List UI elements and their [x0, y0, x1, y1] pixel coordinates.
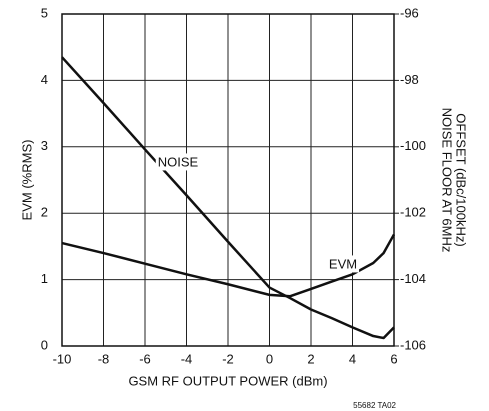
- line: [61, 233, 396, 298]
- y-tick-label: 0: [41, 337, 48, 352]
- annotation: NOISE: [158, 154, 199, 169]
- x-tick-label: 6: [390, 351, 397, 366]
- x-axis-label: GSM RF OUTPUT POWER (dBm): [128, 373, 327, 388]
- annotation-bg: [155, 153, 201, 171]
- y-axis-label: EVM (%RMS): [19, 140, 34, 221]
- y2-tick-label: -106: [400, 337, 426, 352]
- y2-axis-label: NOISE FLOOR AT 6MHz: [440, 108, 455, 253]
- x-tick-label: -4: [181, 351, 193, 366]
- x-tick-label: 4: [349, 351, 356, 366]
- x-tick-label: -8: [98, 351, 110, 366]
- y-tick-label: 2: [41, 205, 48, 220]
- y2-axis-label: OFFSET (dBc/100kHz): [454, 113, 469, 246]
- x-tick-label: -6: [139, 351, 151, 366]
- x-tick-label: 2: [307, 351, 314, 366]
- y-tick-label: 5: [41, 5, 48, 20]
- plot-frame: [61, 13, 395, 347]
- y2-tick-label: -100: [400, 138, 426, 153]
- y2-tick-label: -104: [400, 271, 426, 286]
- y-tick-label: 1: [41, 271, 48, 286]
- footnote: 55682 TA02: [353, 401, 396, 410]
- x-tick-label: -2: [222, 351, 234, 366]
- annotation-bg: [326, 255, 360, 273]
- x-tick-label: -10: [53, 351, 72, 366]
- annotation: EVM: [329, 256, 357, 271]
- y-tick-label: 3: [41, 138, 48, 153]
- line: [61, 56, 395, 340]
- y-tick-label: 4: [41, 72, 48, 87]
- y2-tick-label: -96: [400, 5, 419, 20]
- x-tick-label: 0: [266, 351, 273, 366]
- y2-tick-label: -102: [400, 205, 426, 220]
- y2-tick-label: -98: [400, 72, 419, 87]
